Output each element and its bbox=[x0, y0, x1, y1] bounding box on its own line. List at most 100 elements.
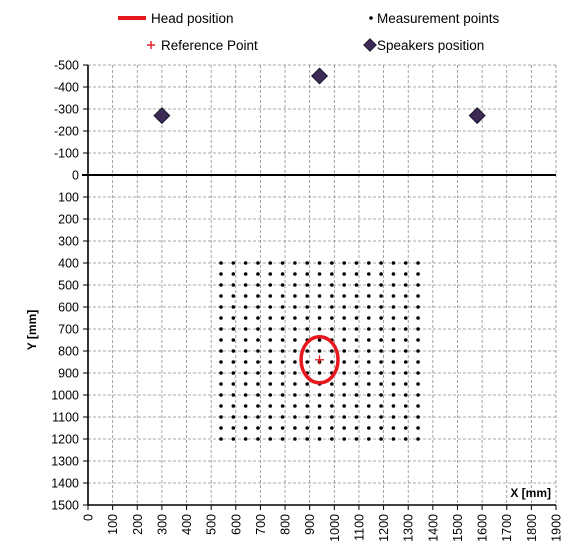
measurement-point bbox=[367, 294, 371, 298]
measurement-point bbox=[243, 404, 248, 408]
measurement-point bbox=[231, 404, 236, 408]
y-tick-label: 800 bbox=[58, 345, 79, 359]
measurement-point bbox=[416, 393, 420, 397]
measurement-point bbox=[231, 415, 236, 419]
measurement-point bbox=[403, 393, 408, 397]
measurement-point bbox=[330, 437, 334, 441]
measurement-point bbox=[243, 294, 248, 298]
measurement-point bbox=[305, 316, 310, 320]
measurement-point bbox=[243, 338, 248, 342]
y-tick-label: 700 bbox=[58, 323, 79, 337]
measurement-point bbox=[268, 294, 273, 298]
y-tick-label: 300 bbox=[58, 235, 79, 249]
measurement-point bbox=[268, 426, 273, 430]
x-axis-title: X [mm] bbox=[510, 486, 551, 500]
measurement-point bbox=[317, 437, 322, 441]
measurement-point bbox=[219, 371, 223, 375]
measurement-point bbox=[354, 338, 359, 342]
measurement-point bbox=[330, 415, 334, 419]
x-tick-label: 700 bbox=[254, 514, 268, 535]
measurement-point bbox=[416, 371, 420, 375]
measurement-point bbox=[416, 327, 420, 331]
measurement-point bbox=[280, 338, 285, 342]
measurement-point bbox=[268, 360, 273, 364]
measurement-point bbox=[293, 393, 297, 397]
measurement-point bbox=[330, 261, 334, 265]
measurement-point bbox=[379, 327, 383, 331]
y-tick-label: 1000 bbox=[51, 389, 79, 403]
measurement-point bbox=[367, 360, 371, 364]
measurement-point bbox=[317, 272, 322, 276]
x-tick-label: 1500 bbox=[451, 514, 465, 542]
axes bbox=[82, 64, 557, 510]
measurement-point bbox=[403, 382, 408, 386]
measurement-point bbox=[342, 272, 346, 276]
measurement-point bbox=[293, 382, 297, 386]
measurement-point bbox=[280, 360, 285, 364]
measurement-point bbox=[391, 360, 396, 364]
measurement-point bbox=[354, 404, 359, 408]
measurement-point bbox=[416, 272, 420, 276]
x-tick-label: 1000 bbox=[328, 514, 342, 542]
y-tick-label: -300 bbox=[54, 103, 79, 117]
measurement-point bbox=[403, 338, 408, 342]
y-tick-labels: -500 -400 -300 -200 -100 0 100 200 300 400 500 600 7… bbox=[51, 59, 79, 513]
x-tick-label: 1100 bbox=[352, 514, 366, 541]
measurement-point bbox=[391, 272, 396, 276]
measurement-point bbox=[243, 272, 248, 276]
x-tick-label: 100 bbox=[106, 514, 120, 535]
reference-point bbox=[315, 355, 325, 365]
measurement-point bbox=[342, 426, 346, 430]
measurement-point bbox=[403, 327, 408, 331]
measurement-point bbox=[305, 382, 310, 386]
measurement-point bbox=[391, 415, 396, 419]
measurement-point bbox=[391, 371, 396, 375]
measurement-point bbox=[256, 261, 260, 265]
x-tick-label: 500 bbox=[205, 514, 219, 535]
measurement-point bbox=[305, 426, 310, 430]
measurement-point bbox=[342, 261, 346, 265]
measurement-point bbox=[280, 305, 285, 309]
measurement-point bbox=[379, 294, 383, 298]
measurement-point bbox=[219, 305, 223, 309]
measurement-point bbox=[280, 349, 285, 353]
measurement-point bbox=[403, 316, 408, 320]
measurement-point bbox=[403, 272, 408, 276]
measurement-point bbox=[391, 327, 396, 331]
measurement-point bbox=[268, 283, 273, 287]
measurement-point bbox=[342, 316, 346, 320]
measurement-point bbox=[280, 426, 285, 430]
measurement-point bbox=[293, 272, 297, 276]
measurement-point bbox=[391, 305, 396, 309]
measurement-point bbox=[367, 349, 371, 353]
measurement-point bbox=[354, 393, 359, 397]
measurement-point bbox=[391, 283, 396, 287]
measurement-point bbox=[403, 349, 408, 353]
measurement-point bbox=[231, 437, 236, 441]
measurement-point bbox=[354, 294, 359, 298]
x-tick-label: 1900 bbox=[550, 514, 564, 542]
measurement-point bbox=[280, 382, 285, 386]
measurement-point bbox=[391, 382, 396, 386]
x-tick-label: 1700 bbox=[500, 514, 514, 542]
x-tick-label: 200 bbox=[131, 514, 145, 535]
measurement-point bbox=[354, 305, 359, 309]
measurement-point bbox=[256, 437, 260, 441]
measurement-point bbox=[293, 283, 297, 287]
measurement-point bbox=[354, 360, 359, 364]
measurement-point bbox=[268, 437, 273, 441]
measurement-point bbox=[219, 426, 223, 430]
measurement-point bbox=[317, 283, 322, 287]
measurement-point bbox=[379, 338, 383, 342]
measurement-point bbox=[256, 283, 260, 287]
measurement-point bbox=[219, 382, 223, 386]
measurement-point bbox=[305, 283, 310, 287]
measurement-point bbox=[268, 393, 273, 397]
measurement-point bbox=[231, 294, 236, 298]
speaker-position-marker bbox=[468, 107, 486, 125]
measurement-point bbox=[367, 261, 371, 265]
measurement-point bbox=[342, 305, 346, 309]
measurement-point bbox=[354, 349, 359, 353]
measurement-point bbox=[391, 393, 396, 397]
measurement-point bbox=[379, 349, 383, 353]
